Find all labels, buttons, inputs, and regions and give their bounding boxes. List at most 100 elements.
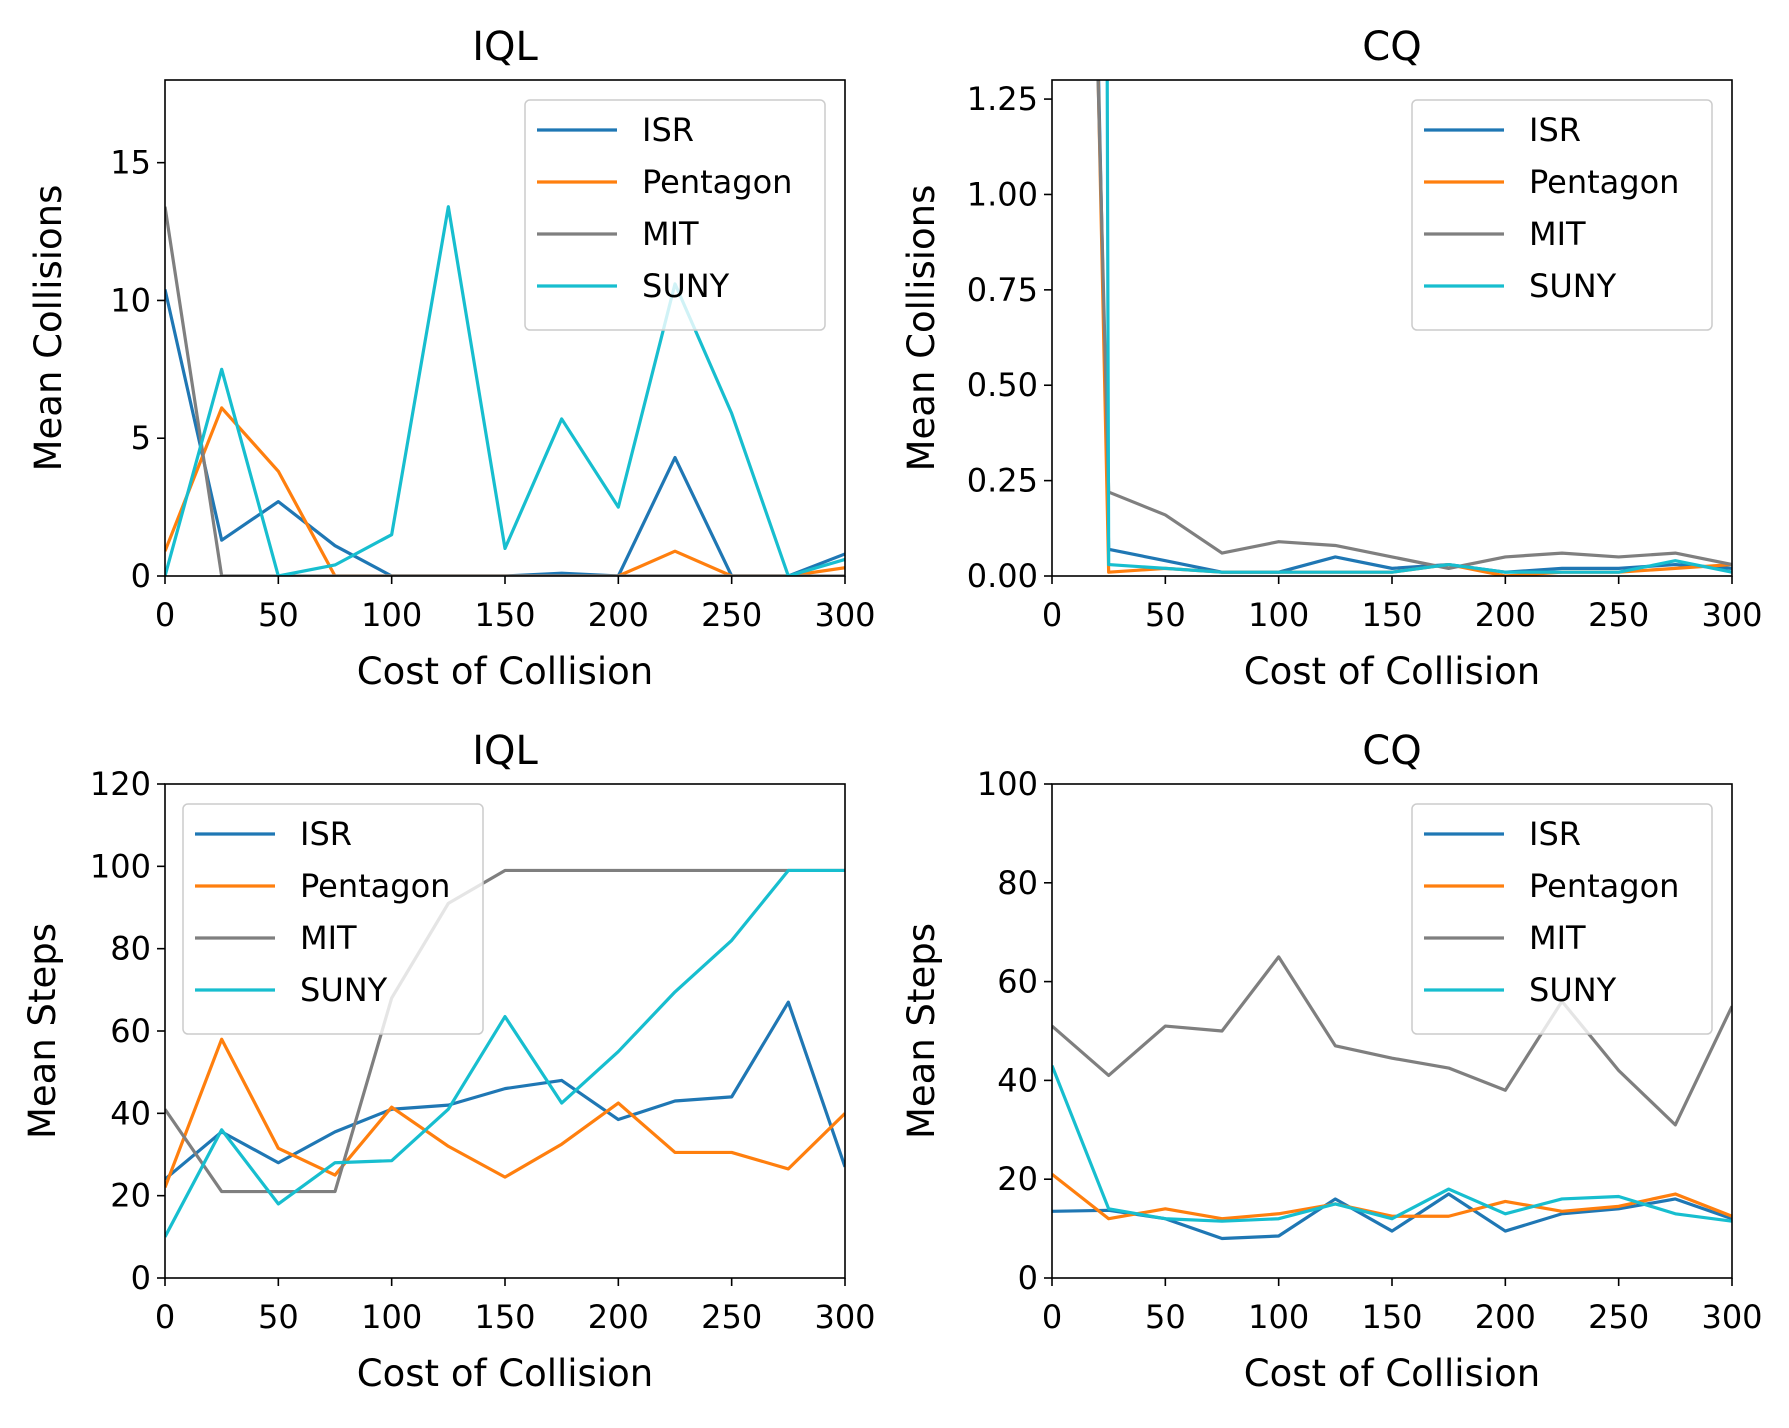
subplot: 0 50 100 150 200 250 300 0 5 10 15 IQL Cost of Colli… bbox=[27, 24, 876, 693]
x-tick-label: 50 bbox=[1145, 596, 1186, 634]
legend-box bbox=[1411, 99, 1713, 331]
subplot-title: IQL bbox=[472, 24, 538, 70]
x-tick-label: 100 bbox=[1248, 1298, 1309, 1336]
series-line bbox=[1052, 1064, 1732, 1223]
legend-label: MIT bbox=[300, 919, 357, 957]
legend-label: SUNY bbox=[642, 267, 730, 305]
y-tick-label: 100 bbox=[90, 847, 151, 885]
legend: ISR Pentagon MIT SUNY bbox=[182, 803, 484, 1035]
y-tick-label: 80 bbox=[997, 864, 1038, 902]
subplot-title: CQ bbox=[1362, 24, 1421, 70]
x-tick-label: 0 bbox=[155, 596, 175, 634]
series-line bbox=[165, 205, 845, 576]
x-tick-label: 200 bbox=[1475, 1298, 1536, 1336]
x-tick-label: 0 bbox=[1042, 1298, 1062, 1336]
series-line bbox=[165, 289, 845, 576]
x-tick-label: 300 bbox=[1701, 1298, 1762, 1336]
axes-frame bbox=[164, 783, 846, 1279]
legend-label: Pentagon bbox=[1529, 163, 1679, 201]
legend: ISR Pentagon MIT SUNY bbox=[1411, 99, 1713, 331]
legend: ISR Pentagon MIT SUNY bbox=[524, 99, 826, 331]
x-tick-label: 0 bbox=[1042, 596, 1062, 634]
x-axis-label: Cost of Collision bbox=[357, 1352, 653, 1395]
subplot-title: IQL bbox=[472, 728, 538, 774]
x-tick-label: 150 bbox=[1361, 1298, 1422, 1336]
series-line bbox=[1097, 80, 1732, 574]
y-tick-label: 1.00 bbox=[967, 175, 1038, 213]
y-tick-label: 120 bbox=[90, 765, 151, 803]
legend-label: ISR bbox=[1529, 815, 1581, 853]
y-axis-label: Mean Collisions bbox=[900, 185, 943, 472]
legend-label: MIT bbox=[1529, 215, 1586, 253]
series-line bbox=[1052, 1173, 1732, 1221]
series-line bbox=[165, 1000, 845, 1181]
x-tick-label: 250 bbox=[701, 596, 762, 634]
x-tick-label: 0 bbox=[155, 1298, 175, 1336]
legend-box bbox=[1411, 803, 1713, 1035]
y-tick-label: 60 bbox=[997, 963, 1038, 1001]
x-tick-label: 200 bbox=[588, 1298, 649, 1336]
series-line bbox=[165, 1037, 845, 1189]
subplot: 0 50 100 150 200 250 300 0 20 40 60 80 100 CQ Cost of … bbox=[900, 728, 1763, 1395]
y-tick-label: 5 bbox=[131, 419, 151, 457]
y-tick-label: 100 bbox=[977, 765, 1038, 803]
y-tick-label: 60 bbox=[110, 1012, 151, 1050]
series-line bbox=[1096, 80, 1732, 570]
y-tick-label: 1.25 bbox=[967, 80, 1038, 118]
x-tick-label: 50 bbox=[258, 1298, 299, 1336]
y-axis-label: Mean Steps bbox=[21, 923, 64, 1139]
series-line bbox=[1052, 955, 1732, 1127]
series-line bbox=[1105, 80, 1732, 574]
legend-box bbox=[524, 99, 826, 331]
y-tick-label: 20 bbox=[997, 1160, 1038, 1198]
legend-label: Pentagon bbox=[1529, 867, 1679, 905]
x-tick-label: 200 bbox=[1475, 596, 1536, 634]
legend-label: ISR bbox=[1529, 111, 1581, 149]
y-tick-label: 10 bbox=[110, 281, 151, 319]
series-line bbox=[165, 868, 845, 1194]
legend-label: SUNY bbox=[1529, 971, 1617, 1009]
x-axis-label: Cost of Collision bbox=[1244, 1352, 1540, 1395]
x-tick-label: 300 bbox=[1701, 596, 1762, 634]
legend-label: Pentagon bbox=[300, 867, 450, 905]
legend-label: ISR bbox=[300, 815, 352, 853]
y-tick-label: 0 bbox=[1018, 1259, 1038, 1297]
legend-label: Pentagon bbox=[642, 163, 792, 201]
x-tick-label: 150 bbox=[474, 596, 535, 634]
x-tick-label: 300 bbox=[814, 1298, 875, 1336]
subplot: 0 50 100 150 200 250 300 0 20 40 60 80 100 120 IQL Cost… bbox=[21, 728, 876, 1395]
subplot: 0 50 100 150 200 250 300 0.00 0.25 0.50 0.75 1.00 1.… bbox=[900, 24, 1763, 693]
y-tick-label: 80 bbox=[110, 930, 151, 968]
y-tick-label: 0.75 bbox=[967, 271, 1038, 309]
x-tick-label: 100 bbox=[1248, 596, 1309, 634]
x-tick-label: 250 bbox=[1588, 596, 1649, 634]
y-tick-label: 0 bbox=[131, 557, 151, 595]
x-tick-label: 50 bbox=[258, 596, 299, 634]
y-axis-label: Mean Steps bbox=[900, 923, 943, 1139]
x-axis-label: Cost of Collision bbox=[357, 650, 653, 693]
y-tick-label: 40 bbox=[997, 1061, 1038, 1099]
y-tick-label: 20 bbox=[110, 1177, 151, 1215]
y-tick-label: 0 bbox=[131, 1259, 151, 1297]
x-tick-label: 300 bbox=[814, 596, 875, 634]
x-tick-label: 50 bbox=[1145, 1298, 1186, 1336]
legend-label: ISR bbox=[642, 111, 694, 149]
x-tick-label: 100 bbox=[361, 596, 422, 634]
series-line bbox=[165, 868, 845, 1238]
y-tick-label: 15 bbox=[110, 144, 151, 182]
x-tick-label: 250 bbox=[701, 1298, 762, 1336]
legend-label: MIT bbox=[642, 215, 699, 253]
axes-frame bbox=[164, 79, 846, 577]
axes-frame bbox=[1051, 79, 1733, 577]
y-tick-label: 0.25 bbox=[967, 462, 1038, 500]
y-tick-label: 0.50 bbox=[967, 366, 1038, 404]
y-tick-label: 40 bbox=[110, 1094, 151, 1132]
axes-frame bbox=[1051, 783, 1733, 1279]
legend-label: SUNY bbox=[1529, 267, 1617, 305]
x-tick-label: 200 bbox=[588, 596, 649, 634]
legend: ISR Pentagon MIT SUNY bbox=[1411, 803, 1713, 1035]
legend-box bbox=[182, 803, 484, 1035]
legend-label: MIT bbox=[1529, 919, 1586, 957]
